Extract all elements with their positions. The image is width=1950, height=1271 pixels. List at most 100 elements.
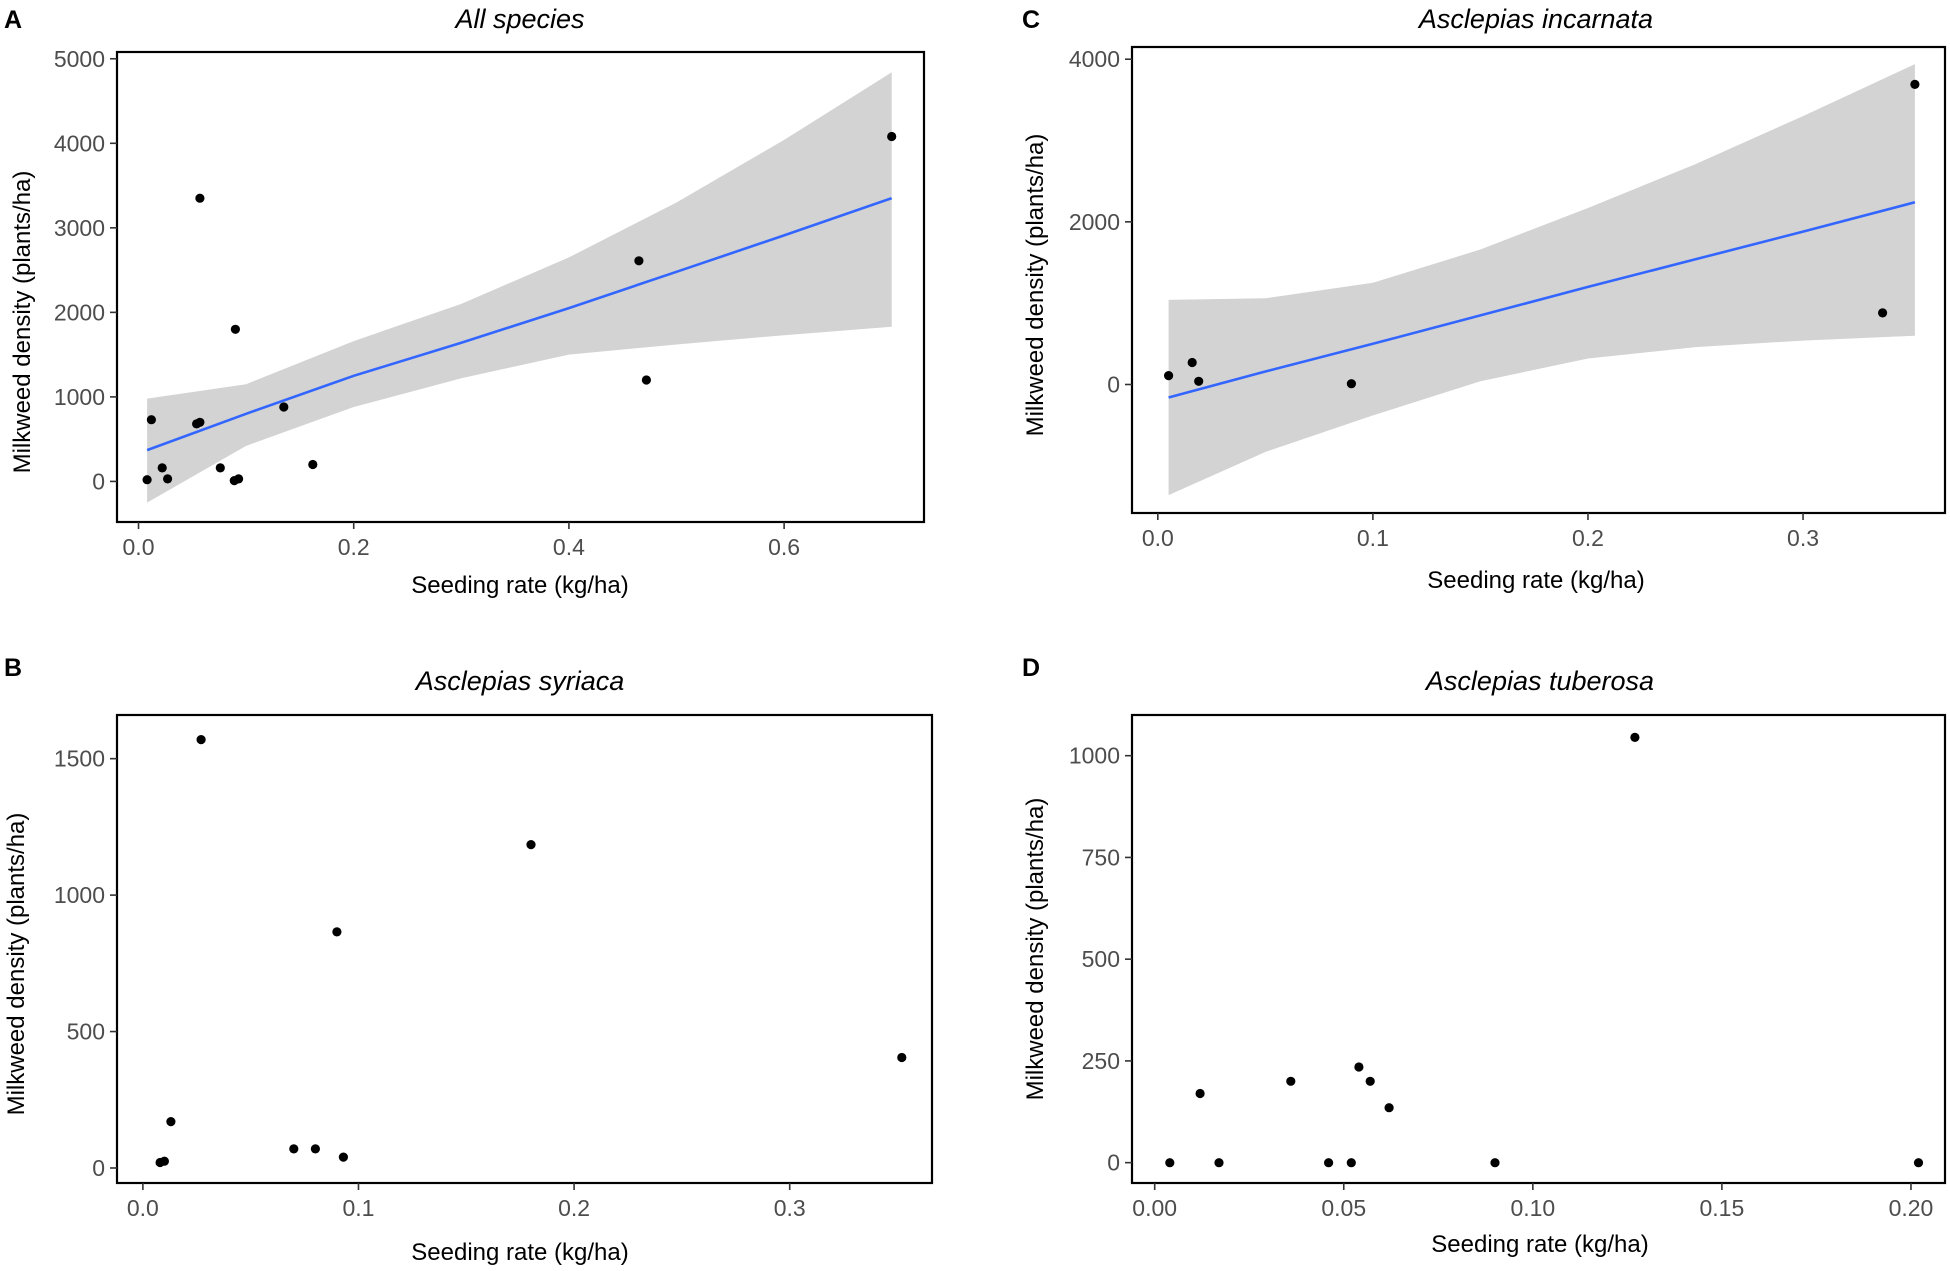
panel-d-y-axis-label: Milkweed density (plants/ha) (1022, 798, 1049, 1101)
panel-a-data-point-2 (146, 415, 156, 425)
panel-d-data-point-10 (1490, 1158, 1500, 1168)
panel-c-y-axis-label: Milkweed density (plants/ha) (1022, 134, 1049, 437)
panel-b-x-tick-label-2: 0.1 (342, 1195, 374, 1221)
panel-c-data-point-1 (1164, 371, 1174, 381)
panel-a-y-tick-label-1: 0 (92, 468, 105, 494)
panel-d-data-point-6 (1346, 1158, 1356, 1168)
panel-b-data-point-8 (338, 1152, 348, 1162)
panel-letter-b: B (4, 654, 22, 682)
panel-c-x-tick-label-4: 0.3 (1787, 525, 1819, 551)
panel-d-data-point-3 (1214, 1158, 1224, 1168)
panel-c-y-tick-label-1: 0 (1107, 372, 1120, 398)
panel-d-y-tick-label-5: 1000 (1069, 743, 1120, 769)
panel-a-y-tick-label-2: 1000 (54, 384, 105, 410)
panel-b-data-point-7 (332, 927, 342, 937)
panel-b-y-axis-label: Milkweed density (plants/ha) (3, 813, 30, 1116)
panel-a-x-tick-label-1: 0.0 (123, 534, 155, 560)
panel-b-data-point-10 (897, 1052, 907, 1063)
panel-b-x-axis-label: Seeding rate (kg/ha) (411, 1239, 628, 1266)
panel-a-data-point-3 (157, 463, 167, 473)
panel-d-x-tick-label-3: 0.10 (1510, 1195, 1555, 1221)
panel-d-plot-frame (1130, 713, 1947, 1185)
panel-a-data-point-1 (142, 475, 152, 485)
panel-b-x-tick-label-3: 0.2 (558, 1195, 590, 1221)
panel-d-data-point-5 (1324, 1158, 1334, 1168)
panel-c-plot-area: 0.0 0.1 0.2 0.3 0 2000 4000 (1069, 45, 1947, 551)
panel-d-x-axis-label: Seeding rate (kg/ha) (1431, 1231, 1648, 1258)
panel-c-confidence-band (1168, 64, 1915, 496)
panel-b-data-point-6 (310, 1144, 320, 1154)
panel-d-plot-area: 0.00 0.05 0.10 0.15 0.20 0 250 500 750 1000 (1069, 713, 1947, 1221)
panel-d-x-tick-label-5: 0.20 (1889, 1195, 1934, 1221)
panel-a-title: All species (453, 4, 584, 34)
panel-c-data-point-6 (1910, 79, 1920, 89)
panel-letter-a: A (4, 6, 22, 34)
panel-a-y-tick-label-6: 5000 (54, 46, 105, 72)
panel-d-data-point-11 (1630, 732, 1640, 743)
panel-a-x-tick-label-3: 0.4 (553, 534, 585, 560)
panel-b-y-tick-label-2: 500 (67, 1019, 105, 1045)
panel-a-data-point-15 (641, 375, 652, 385)
panel-b-x-tick-label-4: 0.3 (774, 1195, 806, 1221)
panel-d-x-tick-label-1: 0.00 (1132, 1195, 1177, 1221)
panel-a-regression-line (146, 196, 893, 452)
panel-b-x-tick-label-1: 0.0 (127, 1195, 159, 1221)
panel-d-data-point-12 (1913, 1158, 1924, 1168)
panel-d-y-tick-label-3: 500 (1082, 946, 1120, 972)
panel-a-data-point-12 (279, 402, 289, 412)
panel-b-data-point-3 (166, 1117, 176, 1127)
panel-d-data-point-8 (1365, 1076, 1375, 1086)
panel-b-y-tick-label-4: 1500 (54, 746, 105, 772)
panel-c-y-tick-label-2: 2000 (1069, 209, 1120, 235)
panel-d-data-point-7 (1354, 1062, 1364, 1072)
panel-d: D Asclepias tuberosa Seeding rate (kg/ha… (1022, 654, 1947, 1258)
panel-c-y-tick-label-3: 4000 (1069, 46, 1120, 72)
panel-b: B Asclepias syriaca Seeding rate (kg/ha)… (3, 654, 934, 1266)
panel-c: C Asclepias incarnata Seeding rate (kg/h… (1022, 4, 1947, 594)
panel-c-data-point-5 (1878, 308, 1888, 318)
panel-a-x-tick-label-2: 0.2 (338, 534, 370, 560)
panel-c-x-tick-label-1: 0.0 (1142, 525, 1174, 551)
panel-b-data-point-2 (159, 1156, 169, 1166)
panel-c-plot-frame (1130, 45, 1947, 515)
panel-b-plot-area: 0.0 0.1 0.2 0.3 0 500 1000 1500 (54, 713, 934, 1221)
panel-a-plot-area: 0.0 0.2 0.4 0.6 0 1000 2000 3000 4000 5000 (54, 46, 926, 560)
panel-letter-d: D (1022, 654, 1040, 682)
panel-d-y-tick-label-2: 250 (1082, 1048, 1120, 1074)
panel-a-data-point-11 (234, 474, 244, 484)
panel-a-data-point-4 (163, 474, 173, 484)
panel-c-data-point-4 (1346, 379, 1356, 389)
panel-a-y-axis-label: Milkweed density (plants/ha) (9, 171, 36, 474)
panel-a-data-point-14 (634, 256, 644, 266)
panel-a: A All species Seeding rate (kg/ha) Milkw… (4, 4, 926, 599)
panel-a-data-point-16 (887, 131, 897, 142)
panel-a-data-point-8 (215, 463, 225, 473)
panel-c-x-tick-label-3: 0.2 (1572, 525, 1604, 551)
panel-b-y-tick-label-3: 1000 (54, 882, 105, 908)
panel-c-title: Asclepias incarnata (1417, 4, 1653, 34)
panel-b-data-point-5 (289, 1144, 299, 1154)
panel-a-data-point-6 (195, 417, 205, 427)
panel-d-data-point-1 (1165, 1158, 1175, 1168)
panel-d-x-tick-label-4: 0.15 (1700, 1195, 1745, 1221)
panel-a-data-point-10 (230, 324, 240, 334)
panel-a-confidence-band (147, 72, 892, 503)
panel-c-x-axis-label: Seeding rate (kg/ha) (1427, 567, 1644, 594)
panel-a-y-tick-label-5: 4000 (54, 130, 105, 156)
panel-b-data-point-9 (526, 840, 536, 850)
panel-d-data-point-9 (1384, 1103, 1394, 1113)
panel-a-x-tick-label-4: 0.6 (768, 534, 800, 560)
panel-b-y-tick-label-1: 0 (92, 1155, 105, 1181)
panel-d-data-point-2 (1195, 1088, 1205, 1099)
panel-b-title: Asclepias syriaca (414, 666, 625, 696)
panel-c-data-point-3 (1194, 376, 1204, 386)
panel-c-data-point-2 (1187, 357, 1197, 368)
panel-letter-c: C (1022, 6, 1040, 34)
panel-a-y-tick-label-3: 2000 (54, 299, 105, 325)
panel-d-title: Asclepias tuberosa (1424, 666, 1654, 696)
panel-b-plot-frame (115, 713, 934, 1185)
panel-b-data-point-4 (196, 735, 206, 745)
panel-c-regression-line (1168, 201, 1916, 399)
panel-a-data-point-13 (308, 459, 318, 470)
